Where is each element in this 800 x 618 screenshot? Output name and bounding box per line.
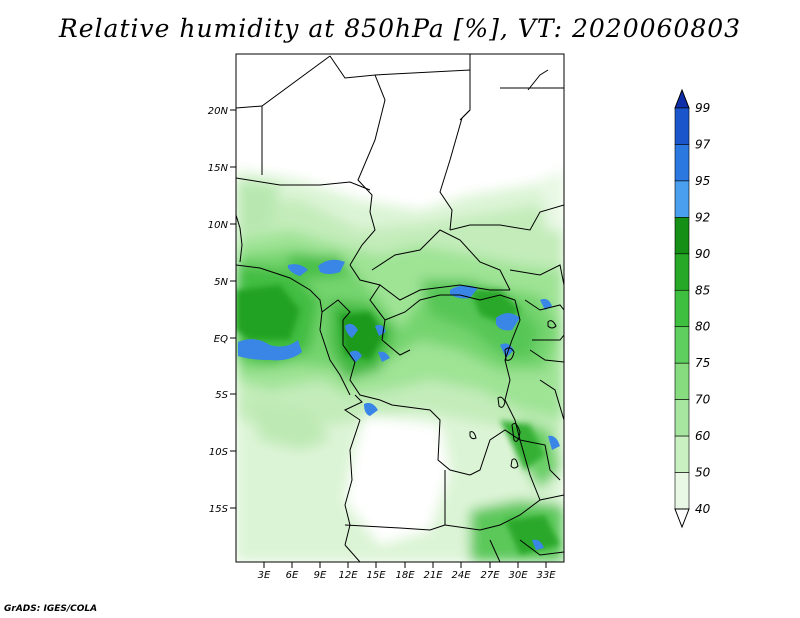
- lon-label-3e: 3E: [258, 570, 271, 581]
- colorbar-label: 95: [695, 174, 710, 188]
- colorbar-label: 40: [695, 502, 711, 516]
- lat-label-eq: EQ: [214, 334, 228, 345]
- colorbar: 40 50 60 70 75 80 85 90 92 95 97 99: [674, 88, 711, 529]
- colorbar-box: [674, 107, 690, 145]
- colorbar-label: 85: [695, 283, 710, 297]
- lat-label-15n: 15N: [208, 163, 229, 174]
- colorbar-label: 50: [695, 466, 711, 480]
- colorbar-box: [674, 435, 690, 473]
- lat-label-10s: 10S: [209, 447, 229, 458]
- colorbar-label: 97: [695, 137, 711, 151]
- humidity-field: [236, 54, 564, 562]
- lon-label-21e: 21E: [423, 570, 443, 581]
- colorbar-box: [674, 180, 690, 218]
- lat-label-10n: 10N: [208, 220, 229, 231]
- lat-label-20n: 20N: [208, 106, 229, 117]
- colorbar-box: [674, 472, 690, 510]
- lon-label-30e: 30E: [508, 570, 528, 581]
- colorbar-label: 90: [695, 247, 711, 261]
- lon-label-9e: 9E: [314, 570, 327, 581]
- colorbar-label: 99: [695, 101, 710, 115]
- lat-label-5s: 5S: [215, 390, 228, 401]
- colorbar-box: [674, 399, 690, 437]
- latitude-axis: 20N 15N 10N 5N EQ 5S 10S 15S: [208, 106, 236, 515]
- lon-label-24e: 24E: [451, 570, 471, 581]
- colorbar-label: 60: [695, 429, 711, 443]
- lat-label-5n: 5N: [214, 277, 228, 288]
- colorbar-box: [674, 144, 690, 182]
- grads-credit: GrADS: IGES/COLA: [4, 604, 98, 614]
- lat-label-15s: 15S: [209, 504, 229, 515]
- longitude-axis: 3E 6E 9E 12E 15E 18E 21E 24E 27E 30E 33E: [258, 562, 556, 581]
- colorbar-label: 70: [695, 393, 711, 407]
- map-frame: [235, 53, 565, 563]
- colorbar-box: [674, 253, 690, 291]
- colorbar-box: [674, 289, 690, 328]
- country-boundaries: [236, 54, 564, 562]
- colorbar-box: [674, 326, 690, 364]
- colorbar-label: 80: [695, 320, 711, 334]
- colorbar-box: [674, 217, 690, 255]
- lon-label-6e: 6E: [286, 570, 299, 581]
- lon-label-18e: 18E: [395, 570, 415, 581]
- colorbar-label: 75: [695, 356, 710, 370]
- lon-label-15e: 15E: [366, 570, 386, 581]
- lon-label-12e: 12E: [338, 570, 358, 581]
- map-title: Relative humidity at 850hPa [%], VT: 202…: [58, 14, 742, 43]
- colorbar-upper-arrow: [674, 88, 690, 109]
- lon-label-27e: 27E: [480, 570, 500, 581]
- colorbar-box: [674, 362, 690, 400]
- lon-label-33e: 33E: [536, 570, 556, 581]
- colorbar-lower-arrow: [674, 508, 690, 529]
- colorbar-label: 92: [695, 210, 710, 224]
